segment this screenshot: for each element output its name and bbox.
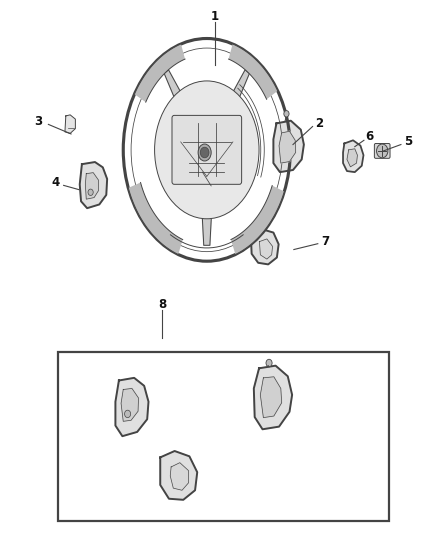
Polygon shape (347, 149, 357, 167)
Ellipse shape (198, 144, 211, 161)
Polygon shape (279, 131, 296, 163)
Polygon shape (273, 120, 304, 172)
Polygon shape (229, 44, 278, 99)
Polygon shape (128, 182, 183, 254)
Polygon shape (259, 239, 272, 259)
Text: 2: 2 (315, 117, 323, 130)
Polygon shape (80, 162, 107, 208)
Circle shape (377, 144, 388, 158)
Polygon shape (85, 173, 99, 199)
Circle shape (266, 359, 272, 367)
Polygon shape (251, 229, 279, 264)
Polygon shape (116, 378, 148, 436)
Text: 3: 3 (34, 115, 42, 128)
Bar (58, 352, 389, 521)
Polygon shape (231, 185, 284, 254)
Polygon shape (65, 115, 75, 133)
Circle shape (124, 410, 131, 418)
Polygon shape (134, 44, 185, 102)
FancyBboxPatch shape (374, 143, 390, 158)
Polygon shape (254, 366, 292, 429)
Polygon shape (260, 377, 282, 418)
Circle shape (200, 147, 209, 158)
Polygon shape (170, 463, 188, 490)
Circle shape (284, 111, 289, 117)
Polygon shape (201, 187, 213, 245)
Polygon shape (220, 70, 249, 123)
Text: 6: 6 (365, 130, 373, 143)
Polygon shape (160, 451, 197, 500)
Text: 5: 5 (404, 135, 413, 148)
Text: 8: 8 (158, 298, 166, 311)
Text: 4: 4 (52, 176, 60, 189)
Polygon shape (343, 140, 364, 172)
Text: 1: 1 (211, 10, 219, 23)
Ellipse shape (155, 81, 259, 219)
Text: 7: 7 (321, 235, 330, 247)
FancyBboxPatch shape (172, 115, 242, 184)
Circle shape (88, 189, 93, 196)
Polygon shape (164, 70, 194, 123)
Polygon shape (121, 389, 138, 421)
